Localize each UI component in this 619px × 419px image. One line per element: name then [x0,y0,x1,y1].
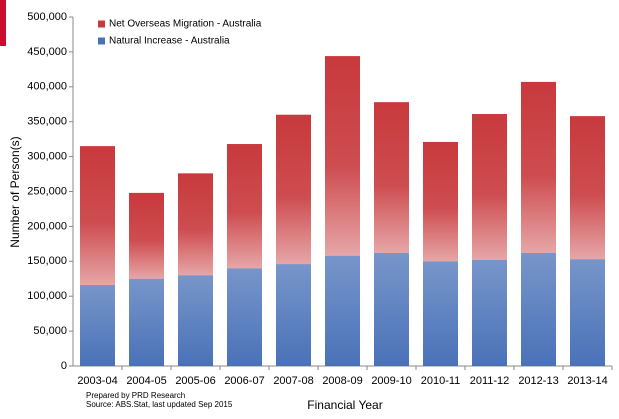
x-tick-label: 2011-12 [470,375,510,387]
x-tick-label: 2007-08 [273,375,313,387]
footnote: Prepared by PRD Research [86,391,185,400]
bar-segment [129,278,164,366]
bar-segment [374,102,409,253]
bar-segment [521,252,556,366]
x-tick-label: 2008-09 [322,375,362,387]
bar-segment [570,259,605,366]
bar-segment [472,259,507,366]
y-tick-label: 50,000 [33,325,67,337]
bar-segment [178,173,213,276]
bar-segment [227,268,262,366]
corner-accent [0,0,6,46]
y-tick-label: 0 [61,360,67,372]
bar-segment [80,146,115,286]
y-axis-title: Number of Person(s) [8,136,22,247]
bar-segment [276,264,311,366]
x-tick-label: 2005-06 [175,375,215,387]
bar-segment [325,56,360,256]
legend-label: Net Overseas Migration - Australia [109,19,262,30]
bar-segment [472,114,507,260]
y-tick-label: 350,000 [27,116,67,128]
y-tick-label: 500,000 [27,11,67,23]
x-axis-title: Financial Year [307,398,382,412]
x-tick-label: 2003-04 [77,375,117,387]
y-tick-label: 100,000 [27,290,67,302]
bar-segment [325,255,360,366]
x-tick-label: 2004-05 [126,375,166,387]
legend-swatch [98,20,105,28]
x-tick-label: 2012-13 [518,375,558,387]
legend-label: Natural Increase - Australia [109,36,230,47]
x-tick-label: 2009-10 [371,375,411,387]
y-tick-label: 450,000 [27,46,67,58]
bar-segment [521,81,556,253]
bar-segment [129,192,164,279]
bar-segment [570,116,605,260]
bar-segment [423,141,458,262]
x-tick-label: 2006-07 [224,375,264,387]
y-tick-label: 150,000 [27,255,67,267]
bar-segment [178,275,213,366]
y-tick-label: 200,000 [27,220,67,232]
bar-segment [374,252,409,366]
legend-swatch [98,37,105,45]
footnote: Source: ABS.Stat, last updated Sep 2015 [86,400,233,409]
bar-segment [423,261,458,366]
x-tick-label: 2013-14 [567,375,607,387]
x-tick-label: 2010-11 [421,375,461,387]
bar-segment [276,114,311,265]
y-tick-label: 400,000 [27,81,67,93]
bar-segment [80,285,115,366]
y-tick-label: 250,000 [27,185,67,197]
bar-segment [227,144,262,269]
y-tick-label: 300,000 [27,151,67,163]
